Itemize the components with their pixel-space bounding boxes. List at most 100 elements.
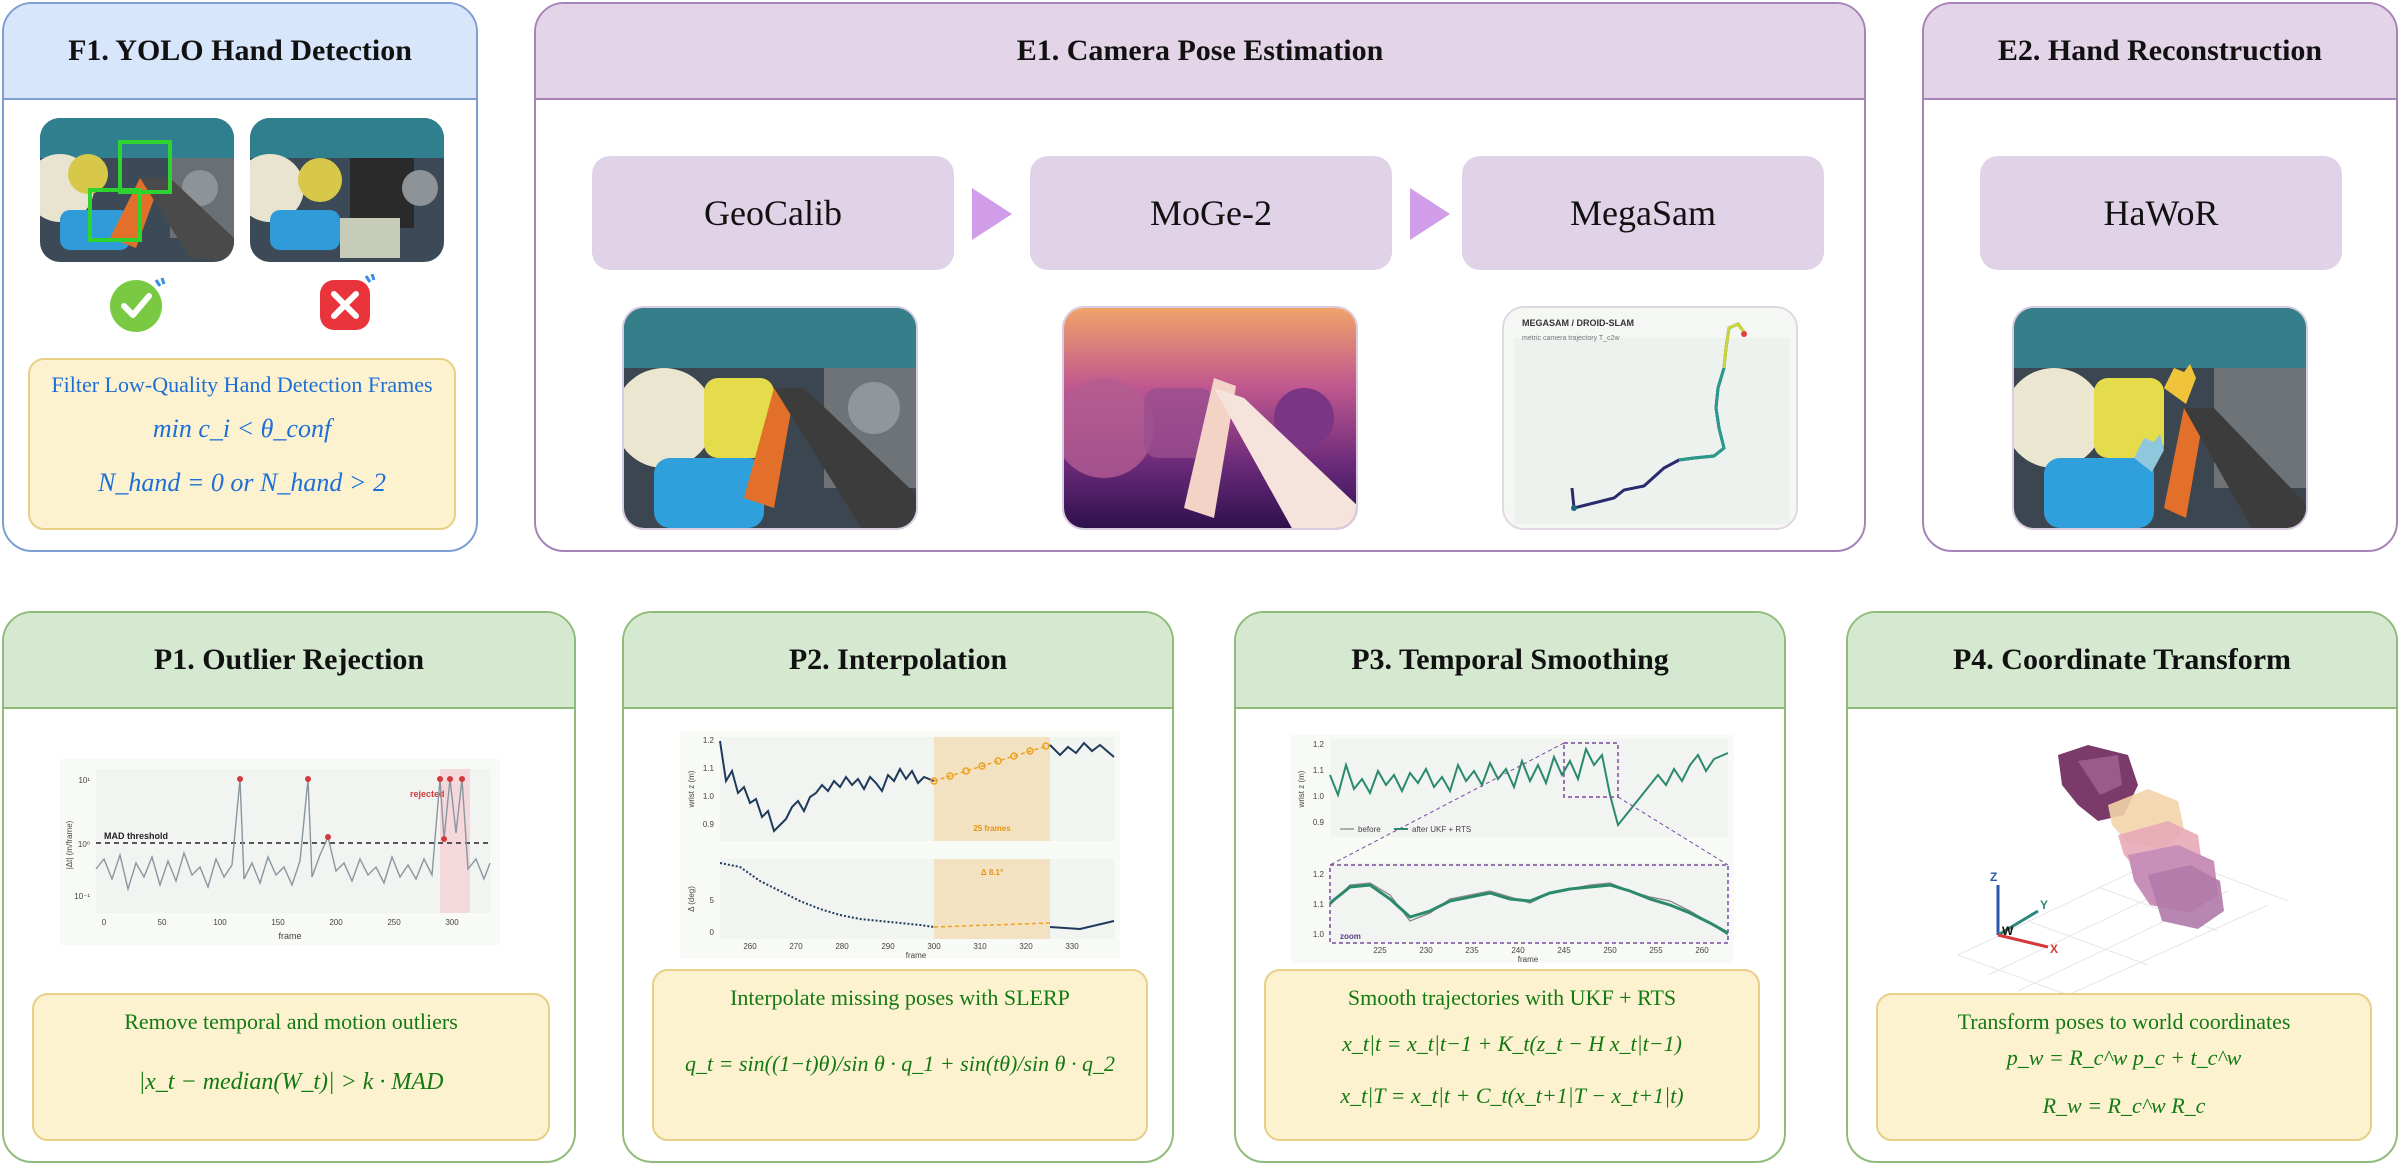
- geocalib-image: [622, 306, 918, 530]
- p2-panel: P2. Interpolation 25 frames Δ 8.1° 1.2 1…: [622, 611, 1174, 1163]
- p1-ytick: 10¹: [78, 776, 90, 785]
- p4-title: P4. Coordinate Transform: [1848, 613, 2396, 709]
- p1-panel: P1. Outlier Rejection MAD threshold reje…: [2, 611, 576, 1163]
- p3-xtick: 245: [1557, 946, 1571, 955]
- p2-ytick: 1.2: [703, 736, 715, 745]
- p4-formula-2: R_w = R_c^w R_c: [2042, 1093, 2206, 1118]
- p3-ytick: 1.1: [1313, 766, 1325, 775]
- axis-label: W: [2002, 924, 2014, 938]
- f1-note: Filter Low-Quality Hand Detection Frames…: [28, 358, 456, 530]
- p2-note-title: Interpolate missing poses with SLERP: [730, 985, 1070, 1010]
- p2-ytick: 5: [710, 896, 715, 905]
- p3-xtick: 235: [1465, 946, 1479, 955]
- p4-hands-illustration: Z Y W X: [1928, 725, 2328, 996]
- p1-note-title: Remove temporal and motion outliers: [124, 1009, 458, 1034]
- p3-xtick: 240: [1511, 946, 1525, 955]
- p1-ytick: 10⁰: [78, 840, 90, 849]
- e1-panel: E1. Camera Pose Estimation GeoCalib MoGe…: [534, 2, 1866, 552]
- p1-xtick: 100: [213, 918, 227, 927]
- axis-label: X: [2050, 942, 2058, 956]
- p4-formula-1: p_w = R_c^w p_c + t_c^w: [2006, 1045, 2242, 1070]
- p1-xtick: 50: [158, 918, 167, 927]
- p3-xtick: 250: [1603, 946, 1617, 955]
- f1-frame-rejected: [250, 118, 444, 262]
- p3-ytick: 1.2: [1313, 870, 1325, 879]
- p1-xtick: 200: [329, 918, 343, 927]
- p2-xtick: 260: [743, 942, 757, 951]
- p3-xlabel: frame: [1518, 955, 1539, 963]
- p3-ytick: 1.2: [1313, 740, 1325, 749]
- moge2-depth-image: [1062, 306, 1358, 530]
- p1-note: Remove temporal and motion outliers |x_t…: [32, 993, 550, 1141]
- p2-xtick: 280: [835, 942, 849, 951]
- p1-plot: MAD threshold rejected 10¹ 10⁰ 10⁻¹ |Δt|…: [60, 759, 500, 945]
- f1-title: F1. YOLO Hand Detection: [4, 4, 476, 100]
- stage-megasam: MegaSam: [1462, 156, 1824, 270]
- p2-ylabel-top: wrist z (m): [687, 770, 696, 808]
- f1-formula-2: N_hand = 0 or N_hand > 2: [98, 468, 386, 497]
- p3-note-title: Smooth trajectories with UKF + RTS: [1347, 985, 1677, 1010]
- p3-title: P3. Temporal Smoothing: [1236, 613, 1784, 709]
- p2-note: Interpolate missing poses with SLERP q_t…: [652, 969, 1148, 1141]
- axis-label: Z: [1990, 870, 1997, 884]
- p2-angle-label: Δ 8.1°: [981, 868, 1003, 877]
- stage-geocalib: GeoCalib: [592, 156, 954, 270]
- stage-hawor: HaWoR: [1980, 156, 2342, 270]
- p3-xtick: 225: [1373, 946, 1387, 955]
- megasam-trajectory: MEGASAM / DROID-SLAM metric camera traje…: [1502, 306, 1798, 530]
- p1-formula: |x_t − median(W_t)| > k · MAD: [138, 1069, 444, 1095]
- traj-subtitle: metric camera trajectory T_c2w: [1522, 335, 1620, 342]
- p3-note: Smooth trajectories with UKF + RTS x_t|t…: [1264, 969, 1760, 1141]
- p3-plot: zoom before after UKF + RTS 1.2 1.1 1.0 …: [1290, 735, 1734, 964]
- p2-gap-label: 25 frames: [973, 824, 1011, 833]
- p1-xlabel: frame: [278, 931, 301, 941]
- p1-rejected-label: rejected: [410, 789, 445, 799]
- f1-formula-1: min c_i < θ_conf: [152, 414, 332, 443]
- p3-ytick: 1.1: [1313, 900, 1325, 909]
- p3-zoom-label: zoom: [1340, 932, 1361, 941]
- p1-xtick: 300: [445, 918, 459, 927]
- p3-legend-after: after UKF + RTS: [1412, 825, 1471, 834]
- p2-plot: 25 frames Δ 8.1° 1.2 1.1 1.0 0.9 5 0 wri…: [680, 731, 1120, 960]
- p2-xtick: 320: [1019, 942, 1033, 951]
- p2-xtick: 290: [881, 942, 895, 951]
- arrow-right-icon: [1410, 188, 1450, 240]
- p1-xtick: 150: [271, 918, 285, 927]
- f1-panel: F1. YOLO Hand Detection: [2, 2, 478, 552]
- p2-ytick: 0.9: [703, 820, 715, 829]
- p3-ylabel: wrist z (m): [1297, 770, 1306, 808]
- p4-note: Transform poses to world coordinates p_w…: [1876, 993, 2372, 1141]
- p3-panel: P3. Temporal Smoothing zoom before after…: [1234, 611, 1786, 1163]
- p3-formula-1: x_t|t = x_t|t−1 + K_t(z_t − H x_t|t−1): [1342, 1031, 1682, 1056]
- p1-ylabel: |Δt| (m/frame): [65, 820, 74, 869]
- f1-note-title: Filter Low-Quality Hand Detection Frames: [51, 372, 433, 397]
- p3-xtick: 255: [1649, 946, 1663, 955]
- e2-panel: E2. Hand Reconstruction HaWoR: [1922, 2, 2398, 552]
- p1-xtick: 0: [102, 918, 107, 927]
- traj-title: MEGASAM / DROID-SLAM: [1522, 318, 1634, 328]
- p2-ytick: 1.0: [703, 792, 715, 801]
- p4-note-title: Transform poses to world coordinates: [1957, 1009, 2291, 1034]
- hawor-image: [2012, 306, 2308, 530]
- p2-title: P2. Interpolation: [624, 613, 1172, 709]
- check-badge-icon: [108, 274, 168, 334]
- p3-formula-2: x_t|T = x_t|t + C_t(x_t+1|T − x_t+1|t): [1340, 1083, 1684, 1108]
- p2-xtick: 270: [789, 942, 803, 951]
- p3-ytick: 1.0: [1313, 792, 1325, 801]
- p2-ytick: 1.1: [703, 764, 715, 773]
- p2-xtick: 330: [1065, 942, 1079, 951]
- p1-title: P1. Outlier Rejection: [4, 613, 574, 709]
- p2-xlabel: frame: [906, 951, 927, 959]
- p2-ylabel-bottom: Δ (deg): [687, 886, 696, 912]
- p3-ytick: 0.9: [1313, 818, 1325, 827]
- p3-xtick: 230: [1419, 946, 1433, 955]
- arrow-right-icon: [972, 188, 1012, 240]
- axis-label: Y: [2040, 898, 2048, 912]
- stage-moge2: MoGe-2: [1030, 156, 1392, 270]
- p3-legend-before: before: [1358, 825, 1381, 834]
- p2-xtick: 300: [927, 942, 941, 951]
- p3-ytick: 1.0: [1313, 930, 1325, 939]
- e1-title: E1. Camera Pose Estimation: [536, 4, 1864, 100]
- p1-xtick: 250: [387, 918, 401, 927]
- p3-xtick: 260: [1695, 946, 1709, 955]
